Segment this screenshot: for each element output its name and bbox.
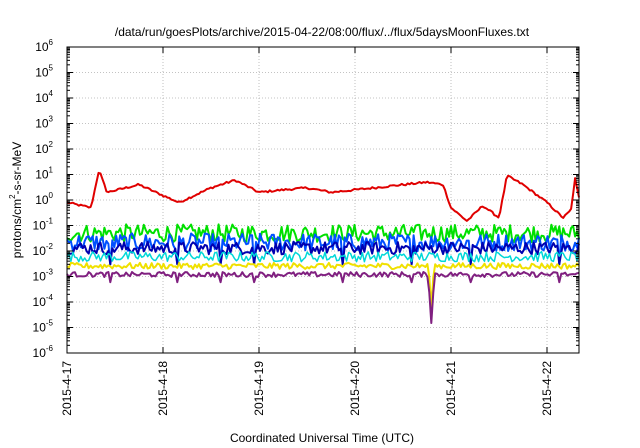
- y-tick-label: 101: [35, 166, 53, 182]
- x-tick-label: 2015-4-22: [540, 361, 554, 416]
- y-tick-label: 10-4: [33, 293, 54, 309]
- series-line-1: [66, 171, 580, 222]
- x-tick-label: 2015-4-18: [156, 361, 170, 416]
- y-tick-label: 105: [35, 64, 53, 80]
- y-tick-label: 10-6: [33, 344, 54, 360]
- series-line-2: [66, 223, 580, 243]
- y-tick-label: 104: [35, 89, 53, 105]
- y-tick-label: 102: [35, 140, 53, 156]
- x-tick-label: 2015-4-17: [60, 361, 74, 416]
- series-line-7: [66, 271, 580, 324]
- y-tick-label: 10-2: [33, 242, 54, 258]
- y-tick-label: 10-5: [33, 319, 54, 335]
- chart-title: /data/run/goesPlots/archive/2015-04-22/0…: [115, 25, 530, 39]
- y-tick-label: 100: [35, 191, 53, 207]
- y-tick-label: 10-1: [33, 217, 54, 233]
- x-tick-label: 2015-4-21: [444, 361, 458, 416]
- axis-ticks: 10-6 10-5 10-4 10-3 10-2 10-1 100 101 102 103 104 1…: [33, 38, 579, 416]
- series-line-6: [66, 261, 580, 309]
- x-tick-label: 2015-4-20: [348, 361, 362, 416]
- series-line-5: [66, 250, 580, 263]
- x-axis-label: Coordinated Universal Time (UTC): [230, 431, 414, 445]
- y-axis-label: protons/cm2-s-sr-MeV: [8, 142, 24, 258]
- y-tick-label: 103: [35, 115, 53, 131]
- y-tick-label: 106: [35, 38, 53, 54]
- y-tick-label: 10-3: [33, 268, 54, 284]
- x-tick-label: 2015-4-19: [252, 361, 266, 416]
- plot-series: [66, 171, 580, 324]
- series-line-4: [66, 240, 580, 266]
